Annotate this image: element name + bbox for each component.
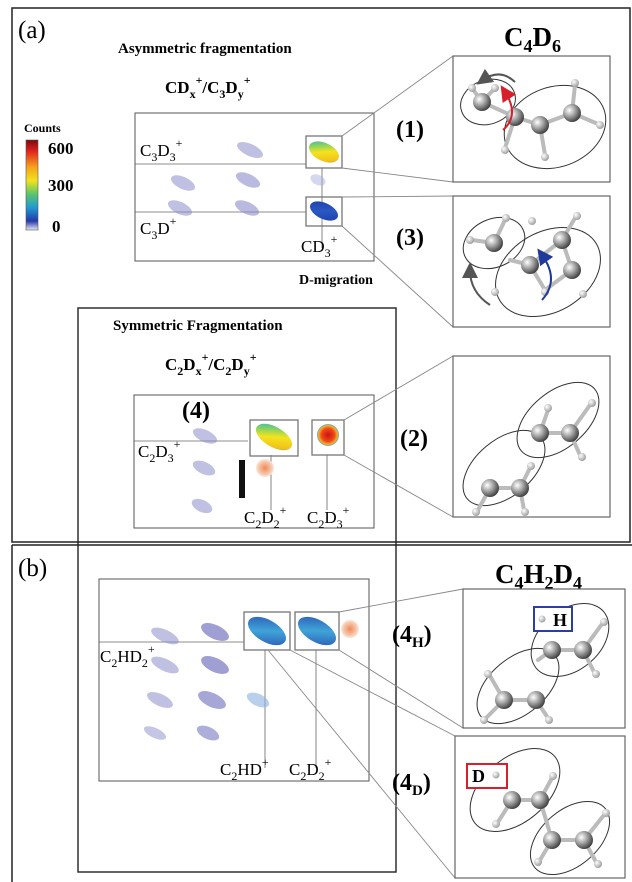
connector xyxy=(338,588,464,613)
faint-island xyxy=(234,200,260,216)
molecule-box-3 xyxy=(452,195,611,328)
faint-island xyxy=(196,725,220,741)
label-c2d3: C2D3+ xyxy=(138,437,181,465)
faint-island-orange xyxy=(256,459,274,477)
faint-island xyxy=(147,691,173,709)
colorbar-title: Counts xyxy=(24,121,61,135)
faint-island xyxy=(246,692,270,708)
molecule-box-1 xyxy=(452,55,611,183)
connector xyxy=(343,454,454,518)
curved-arrow-blue xyxy=(537,248,554,301)
molecule-box-4d: D xyxy=(454,735,626,879)
sym-marker-bar xyxy=(239,460,245,498)
sym-title: Symmetric Fragmentation xyxy=(113,318,283,334)
connector xyxy=(341,195,454,198)
panel-b-label: (b) xyxy=(18,555,47,582)
channel-4: (4) xyxy=(182,398,210,424)
molecule-box-4h: H xyxy=(462,588,626,729)
atom-ball xyxy=(480,618,608,724)
sym-map-frame xyxy=(133,394,375,529)
faint-island xyxy=(201,656,229,674)
connector xyxy=(343,355,454,421)
c2d3-island-4 xyxy=(255,423,293,451)
faint-island xyxy=(151,656,179,674)
d-mark-box xyxy=(466,763,508,789)
b-highlight-box-d xyxy=(294,611,340,651)
colorbar-mid: 300 xyxy=(48,176,74,195)
colorbar-min: 0 xyxy=(52,217,61,236)
label-c2d3-bottom: C2D3+ xyxy=(307,503,350,531)
faint-island xyxy=(170,175,196,191)
sym-coincidence-map: (4) C2D3+ C2D2+ C2D3+ xyxy=(133,394,375,531)
curved-arrow-gray xyxy=(462,262,491,306)
d-mark: D xyxy=(472,766,485,786)
connector xyxy=(341,225,454,328)
faint-island xyxy=(192,428,218,444)
connector xyxy=(341,167,454,183)
c2d2-island xyxy=(298,616,336,646)
label-cd3: CD3+ xyxy=(301,232,338,260)
asym-coincidence-map: C3D3+ C3D+ CD3+ D-migration xyxy=(134,112,375,288)
faint-island xyxy=(143,726,167,740)
sym-highlight-box-2 xyxy=(311,419,345,456)
b-coincidence-map: C2HD2+ C2HD+ C2D2+ xyxy=(98,578,370,783)
faint-island xyxy=(167,200,193,216)
faint-island xyxy=(235,172,261,188)
label-c2d2-bottom: C2D2+ xyxy=(244,503,287,531)
sym-highlight-box-4 xyxy=(249,419,299,457)
label-d-migration: D-migration xyxy=(299,273,373,288)
c3d3-highlight-box xyxy=(305,135,343,169)
colorbar-scale xyxy=(25,139,39,231)
curved-arrow-gray xyxy=(476,68,516,85)
channel-4h: (4H) xyxy=(392,622,432,651)
curved-arrow-red xyxy=(500,85,517,131)
channel-2: (2) xyxy=(400,426,428,452)
connector xyxy=(289,649,456,737)
asym-title: Asymmetric fragmentation xyxy=(118,41,292,57)
b-map-frame xyxy=(98,578,370,782)
atom-ball xyxy=(466,212,587,298)
sym-frame xyxy=(77,307,397,873)
asym-map-frame xyxy=(134,112,375,262)
label-c3d3: C3D3+ xyxy=(140,136,183,164)
label-c2d2: C2D2+ xyxy=(289,755,332,783)
c2d3-island-2 xyxy=(317,424,339,446)
colorbar: Counts 600 300 0 xyxy=(24,121,74,236)
channel-1: (1) xyxy=(396,117,424,143)
molecule-box-2 xyxy=(452,355,611,518)
faint-island xyxy=(192,460,216,476)
faint-island xyxy=(310,174,326,186)
c3d3-island xyxy=(309,141,339,163)
channel-4d: (4D) xyxy=(392,770,431,799)
channel-3: (3) xyxy=(396,225,424,251)
asym-ratio: CDx+/C3Dy+ xyxy=(165,73,251,101)
b-highlight-box-h xyxy=(243,611,291,651)
connector xyxy=(341,55,454,137)
cd3-highlight-box xyxy=(305,196,343,227)
panel-a-label: (a) xyxy=(18,17,46,44)
label-c3d: C3D+ xyxy=(140,214,177,242)
faint-island xyxy=(191,498,213,514)
label-c2hd: C2HD+ xyxy=(220,755,269,783)
sym-ratio: C2Dx+/C2Dy+ xyxy=(165,350,257,378)
atom-ball xyxy=(492,772,610,868)
faint-island xyxy=(237,141,263,159)
h-mark: H xyxy=(553,610,567,630)
cd3-island xyxy=(309,201,339,221)
faint-island xyxy=(151,627,179,645)
molecule-c4d6: C4D6 xyxy=(504,22,561,56)
panel-a-frame xyxy=(11,7,631,543)
colorbar-max: 600 xyxy=(48,139,74,158)
atom-ball xyxy=(472,399,596,516)
connector xyxy=(267,649,456,879)
faint-island xyxy=(198,691,226,709)
faint-island xyxy=(201,623,229,641)
connector xyxy=(338,649,464,729)
faint-island-orange xyxy=(341,620,359,638)
label-c2hd2: C2HD2+ xyxy=(100,642,155,670)
molecule-c4h2d4: C4H2D4 xyxy=(495,559,582,593)
c2hd-island xyxy=(248,616,286,646)
